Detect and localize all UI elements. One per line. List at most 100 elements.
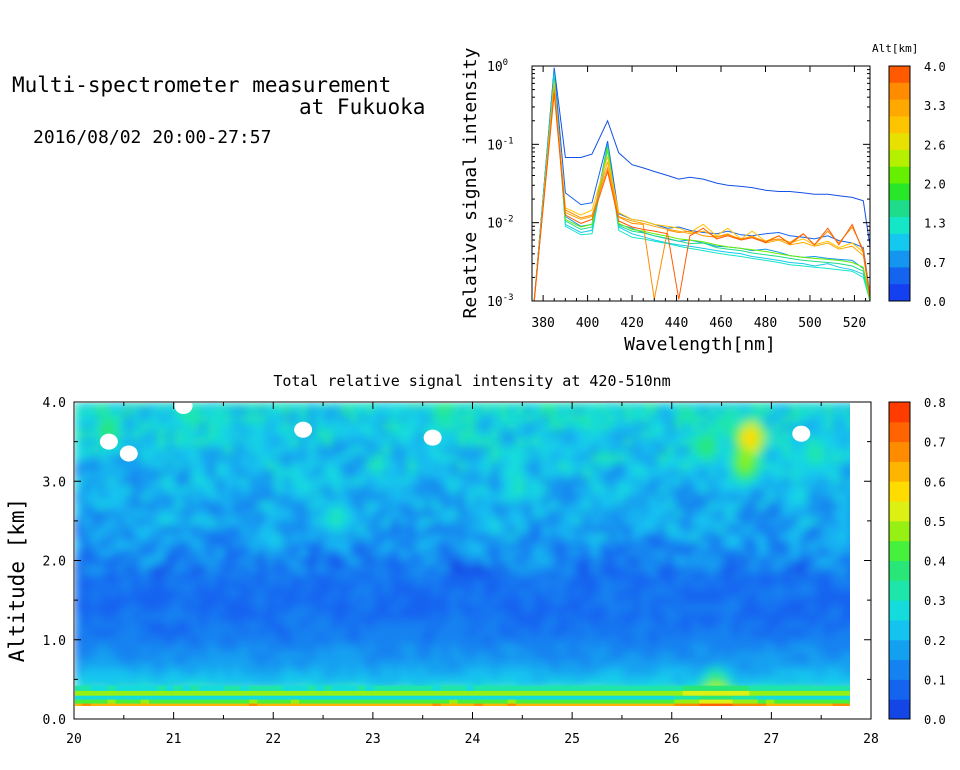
heatmap-cell: [149, 532, 158, 542]
heatmap-cell: [357, 461, 367, 470]
heatmap-cell: [782, 651, 792, 661]
heatmap-cell: [532, 406, 542, 415]
heatmap-cell: [132, 406, 142, 415]
heatmap-cell: [565, 643, 575, 653]
heatmap-cell: [115, 675, 125, 680]
heatmap-band-cell: [699, 703, 709, 706]
heatmap-cell: [615, 516, 625, 526]
heatmap-cell: [357, 469, 367, 478]
heatmap-cell: [690, 540, 700, 550]
heatmap-cell: [490, 604, 500, 613]
heatmap-cell: [207, 651, 217, 661]
heatmap-band-cell: [265, 703, 275, 706]
heatmap-cell: [165, 421, 175, 431]
heatmap-band-cell: [565, 685, 575, 691]
heatmap-cell: [315, 548, 325, 558]
heatmap-cell: [265, 627, 275, 637]
heatmap-cell: [332, 532, 342, 542]
heatmap-band-cell: [465, 699, 475, 704]
heatmap-cell: [382, 564, 392, 573]
heatmap-cell: [382, 643, 392, 653]
heatmap-cell: [749, 679, 759, 684]
heatmap-cell: [75, 540, 83, 550]
heatmap-cell: [99, 445, 108, 455]
heatmap-band-cell: [791, 703, 800, 706]
heatmap-cell: [690, 604, 700, 613]
heatmap-band-cell: [590, 690, 600, 696]
heatmap-cell: [382, 421, 392, 431]
heatmap-cell: [257, 679, 267, 684]
heatmap-cell: [382, 683, 392, 688]
heatmap-cell: [199, 421, 208, 431]
heatmap-cell: [90, 406, 100, 415]
heatmap-cell: [332, 572, 342, 581]
heatmap-cell: [674, 406, 684, 415]
heatmap-cell: [615, 588, 625, 597]
heatmap-cell: [732, 461, 742, 470]
heatmap-cell: [415, 588, 425, 597]
heatmap-cell: [599, 612, 609, 621]
heatmap-cell: [190, 604, 200, 613]
heatmap-cell: [574, 445, 584, 455]
heatmap-cell: [565, 548, 575, 558]
heatmap-cell: [282, 651, 292, 661]
heatmap-cell: [224, 619, 233, 629]
heatmap-cell: [124, 679, 133, 684]
heatmap-cell: [724, 532, 734, 542]
heatmap-band-cell: [90, 695, 100, 700]
heatmap-band-cell: [499, 685, 509, 691]
heatmap-cell: [124, 532, 133, 542]
heatmap-cell: [82, 588, 92, 597]
heatmap-cell: [640, 477, 650, 486]
heatmap-cell: [457, 461, 467, 470]
heatmap-cell: [190, 683, 200, 688]
heatmap-cell: [340, 509, 350, 518]
heatmap-cell: [849, 493, 850, 502]
heatmap-cell: [474, 429, 484, 439]
heatmap-cell: [307, 643, 317, 653]
heatmap-cell: [649, 556, 659, 565]
heatmap-x-tick-label: 23: [365, 732, 381, 747]
heatmap-cell: [665, 659, 675, 669]
heatmap-cell: [432, 516, 442, 526]
heatmap-cell: [357, 612, 367, 621]
heatmap-band-cell: [107, 690, 117, 696]
heatmap-cell: [257, 493, 267, 502]
heatmap-cell: [515, 461, 525, 470]
heatmap-cell: [574, 667, 584, 676]
heatmap-cell: [724, 627, 734, 637]
heatmap-cell: [382, 659, 392, 669]
heatmap-band-cell: [215, 690, 225, 696]
heatmap-missing-data: [423, 429, 442, 446]
heatmap-cell: [82, 580, 92, 589]
heatmap-cell: [349, 604, 358, 613]
heatmap-cell: [307, 612, 317, 621]
heatmap-cell: [515, 509, 525, 518]
heatmap-cell: [324, 604, 333, 613]
heatmap-cell: [540, 477, 550, 486]
heatmap-cell: [315, 524, 325, 534]
heatmap-cell: [799, 540, 809, 550]
heatmap-cell: [824, 413, 834, 423]
heatmap-cell: [640, 437, 650, 447]
heatmap-cell: [157, 548, 167, 558]
heatmap-cell: [299, 501, 308, 510]
heatmap-cell: [407, 429, 417, 439]
heatmap-cell: [232, 635, 242, 645]
heatmap-cell: [165, 437, 175, 447]
heatmap-cell: [449, 548, 459, 558]
heatmap-cell: [791, 667, 800, 676]
heatmap-cell: [532, 437, 542, 447]
heatmap-cell: [257, 635, 267, 645]
heatmap-cell: [582, 596, 592, 605]
heatmap-cell: [165, 580, 175, 589]
heatmap-cell: [107, 493, 117, 502]
heatmap-cell: [432, 627, 442, 637]
heatmap-cell: [649, 679, 659, 684]
heatmap-cell: [382, 445, 392, 455]
heatmap-cell: [524, 437, 534, 447]
heatmap-cell: [716, 524, 725, 534]
heatmap-cell: [274, 643, 283, 653]
heatmap-cell: [149, 509, 158, 518]
heatmap-cell: [282, 477, 292, 486]
